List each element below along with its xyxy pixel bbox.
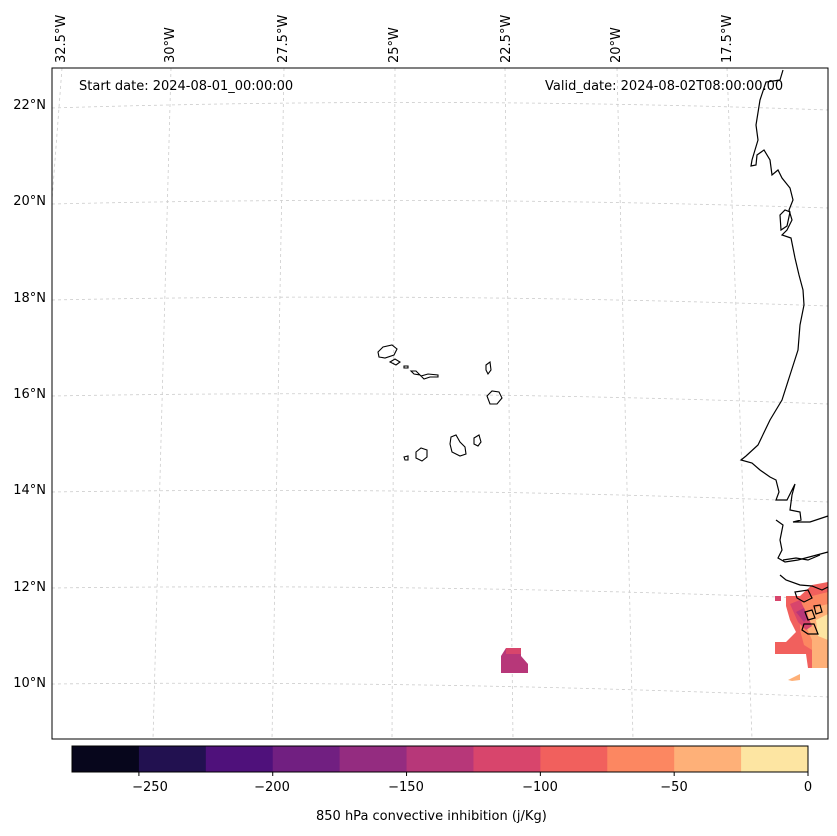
meridian-32.5w [51, 67, 63, 201]
colorbar-segment [72, 746, 140, 772]
lat-label-22n: 22°N [13, 98, 46, 113]
colorbar-segment [205, 746, 274, 772]
island-santa-luzia [403, 365, 409, 369]
colorbar-tick: 0 [803, 780, 813, 795]
lon-label-20w: 20°W [609, 27, 624, 63]
lon-label-32.5w: 32.5°W [54, 14, 69, 63]
island-sal [485, 360, 492, 376]
lat-label-18n: 18°N [13, 291, 46, 306]
colorbar [71, 745, 809, 776]
colorbar-segment [473, 746, 541, 772]
island-sao-vicente [388, 358, 401, 366]
meridian-30w [152, 67, 172, 740]
lon-label-25w: 25°W [387, 27, 402, 63]
parallel-14n [51, 489, 829, 503]
lat-label-10n: 10°N [13, 676, 46, 691]
map-frame [51, 67, 829, 740]
colorbar-segment [540, 746, 608, 772]
island-brava [403, 455, 409, 461]
meridian-20w [616, 67, 634, 740]
colorbar-segment [607, 746, 675, 772]
colorbar-segment [138, 746, 207, 772]
parallel-16n [51, 393, 829, 405]
lon-label-17.5w: 17.5°W [720, 14, 735, 63]
lon-label-27.5w: 27.5°W [276, 14, 291, 63]
map-panel [51, 67, 829, 740]
lon-label-22.5w: 22.5°W [499, 14, 514, 63]
colorbar-label: 850 hPa convective inhibition (j/Kg) [316, 809, 547, 824]
island-fogo [415, 447, 428, 462]
cin-patch-ocean [501, 648, 528, 673]
cin-cell [775, 596, 781, 601]
parallel-22n [51, 102, 829, 111]
island-santo-antao [377, 344, 398, 359]
colorbar-segment [741, 746, 809, 772]
lat-label-14n: 14°N [13, 483, 46, 498]
cin-cell [788, 674, 800, 681]
meridian-25w [391, 67, 396, 740]
parallel-18n [51, 296, 829, 307]
colorbar-tick: −150 [388, 780, 424, 795]
island-sao-nicolau [409, 370, 439, 380]
meridian-27.5w [271, 67, 285, 740]
lat-label-12n: 12°N [13, 580, 46, 595]
parallel-10n [51, 682, 829, 698]
island-maio [473, 434, 482, 447]
lat-label-20n: 20°N [13, 194, 46, 209]
meridian-17.5w [726, 67, 753, 740]
cin-cell [816, 614, 828, 640]
start-date-label: Start date: 2024-08-01_00:00:00 [79, 79, 294, 94]
island-boa-vista [486, 390, 503, 405]
graticule [51, 67, 829, 740]
coastline-africa [739, 69, 829, 635]
island-santiago [449, 434, 467, 457]
colorbar-segment [272, 746, 341, 772]
parallel-20n [51, 199, 829, 209]
colorbar-tick: −200 [254, 780, 290, 795]
meridian-22.5w [504, 67, 514, 740]
cin-cell [506, 648, 521, 654]
colorbar-segment [674, 746, 742, 772]
lat-label-16n: 16°N [13, 387, 46, 402]
colorbar-segment [406, 746, 474, 772]
colorbar-tick: −250 [132, 780, 168, 795]
cape-verde-islands [377, 344, 503, 462]
cin-patch-coast [775, 582, 828, 681]
valid-date-label: Valid_date: 2024-08-02T08:00:00.00 [545, 79, 784, 94]
colorbar-tick: −100 [522, 780, 558, 795]
parallel-12n [51, 586, 829, 600]
colorbar-outline [71, 745, 809, 773]
lon-label-30w: 30°W [163, 27, 178, 63]
cin-cell [501, 648, 528, 673]
colorbar-tick: −50 [660, 780, 688, 795]
colorbar-segment [339, 746, 408, 772]
